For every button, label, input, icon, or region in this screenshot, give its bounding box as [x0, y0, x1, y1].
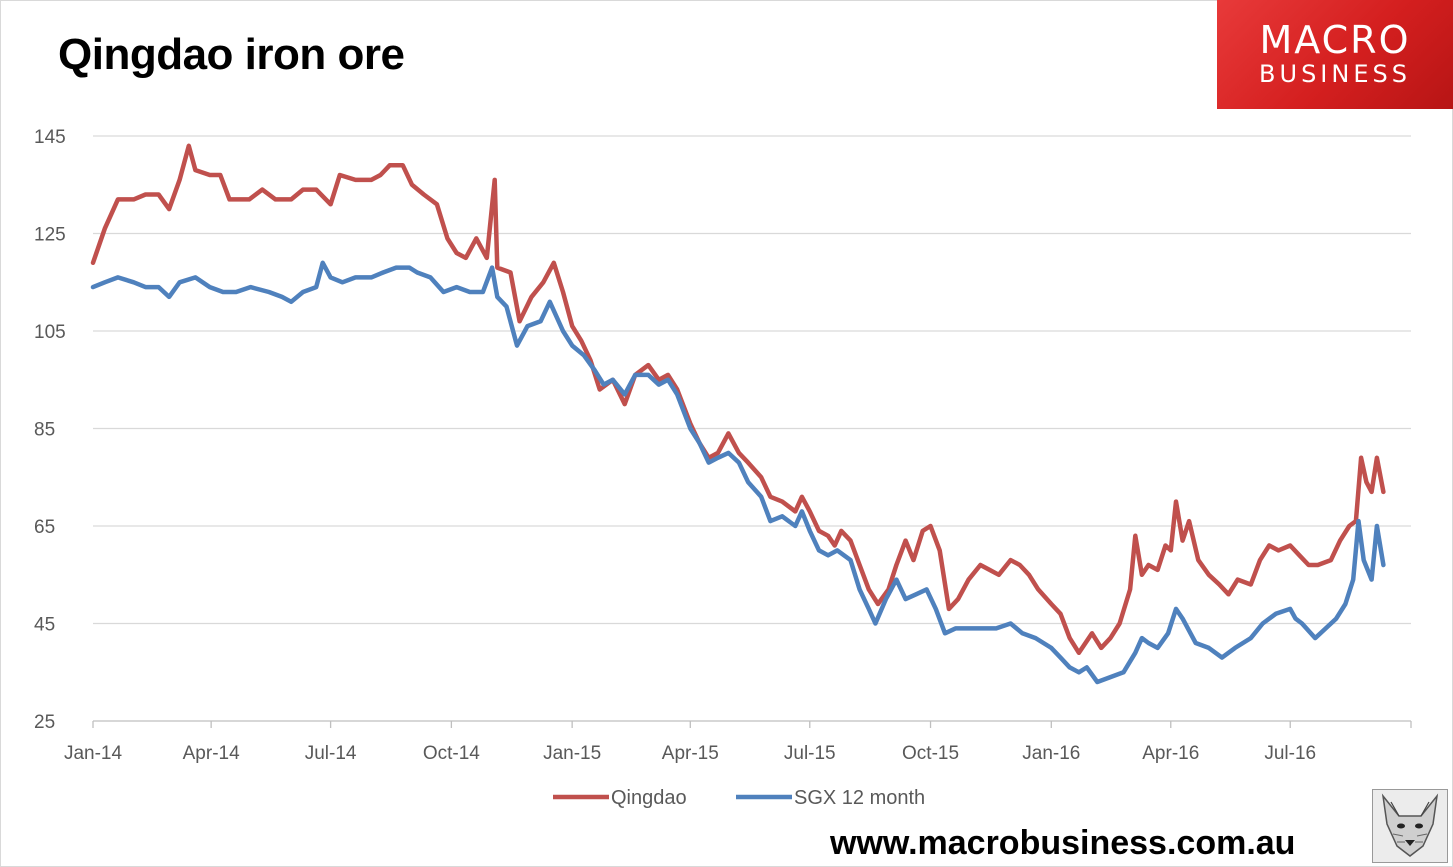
x-tick-label: Jul-15 [784, 743, 836, 764]
y-tick-label: 105 [34, 322, 66, 343]
series-line-qingdao [90, 143, 1386, 656]
series-line-sgx [90, 260, 1386, 685]
y-tick-label: 25 [34, 712, 55, 733]
x-tick-label: Jan-14 [64, 743, 123, 764]
page-title: Qingdao iron ore [58, 30, 405, 79]
legend-label: SGX 12 month [794, 787, 925, 809]
y-tick-label: 145 [34, 127, 66, 148]
y-tick-label: 85 [34, 420, 55, 441]
legend-label: Qingdao [611, 787, 687, 809]
x-tick-label: Apr-15 [662, 743, 719, 764]
logo-line-2: BUSINESS [1259, 60, 1411, 88]
y-axis: 25 45 65 85 105 125 145 [34, 127, 66, 733]
x-tick-label: Jul-14 [305, 743, 357, 764]
gridlines [93, 135, 1411, 625]
x-tick-label: Apr-14 [183, 743, 240, 764]
x-tick-label: Oct-15 [902, 743, 959, 764]
x-tick-label: Oct-14 [423, 743, 480, 764]
y-tick-label: 65 [34, 517, 55, 538]
footer-url: www.macrobusiness.com.au [830, 824, 1296, 862]
x-tick-label: Jul-16 [1264, 743, 1316, 764]
x-tick-label: Apr-16 [1142, 743, 1199, 764]
x-axis: Jan-14 Apr-14 Jul-14 Oct-14 Jan-15 Apr-15 Jul-… [64, 720, 1412, 764]
legend: Qingdao SGX 12 month [553, 787, 925, 809]
y-tick-label: 45 [34, 615, 55, 636]
x-tick-label: Jan-16 [1022, 743, 1080, 764]
fox-icon [1373, 790, 1447, 862]
y-tick-label: 125 [34, 225, 66, 246]
macrobusiness-logo: MACRO BUSINESS [1217, 0, 1453, 109]
series-lines [90, 143, 1386, 685]
fox-avatar [1372, 789, 1448, 863]
logo-line-1: MACRO [1259, 18, 1411, 62]
x-tick-label: Jan-15 [543, 743, 601, 764]
